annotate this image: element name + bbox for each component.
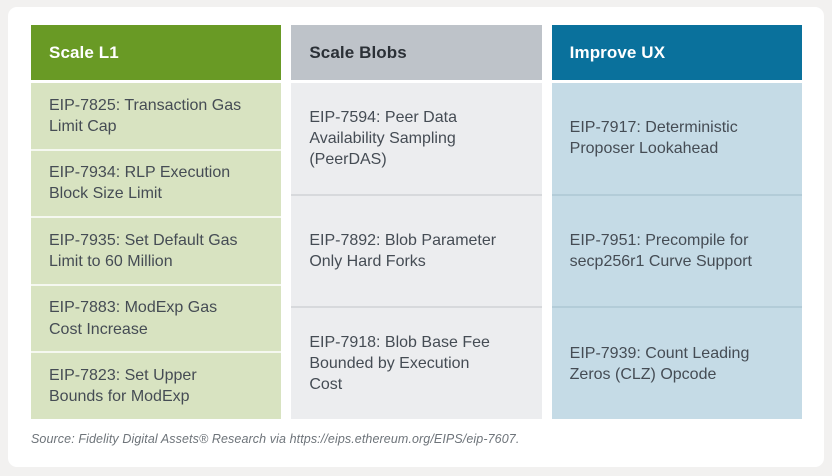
column-header-scale-l1: Scale L1	[31, 25, 282, 80]
table-cell-eip-7594: EIP-7594: Peer Data Availability Samplin…	[291, 83, 542, 196]
column-improve-ux: Improve UX EIP-7917: Deterministic Propo…	[551, 25, 802, 420]
table-cell-eip-7883: EIP-7883: ModExp Gas Cost Increase	[31, 285, 282, 354]
column-body-scale-l1: EIP-7825: Transaction Gas Limit Cap EIP-…	[31, 83, 282, 419]
source-attribution: Source: Fidelity Digital Assets® Researc…	[31, 432, 520, 446]
table-cell-eip-7951: EIP-7951: Precompile for secp256r1 Curve…	[551, 195, 802, 309]
column-scale-l1: Scale L1 EIP-7825: Transaction Gas Limit…	[31, 25, 282, 419]
table-cell-eip-7892: EIP-7892: Blob Parameter Only Hard Forks	[291, 195, 542, 309]
column-body-scale-blobs: EIP-7594: Peer Data Availability Samplin…	[291, 83, 542, 420]
table-cell-eip-7935: EIP-7935: Set Default Gas Limit to 60 Mi…	[31, 218, 282, 286]
eip-category-table: Scale L1 EIP-7825: Transaction Gas Limit…	[31, 25, 802, 420]
table-cell-eip-7825: EIP-7825: Transaction Gas Limit Cap	[31, 83, 282, 151]
figure-card: Scale L1 EIP-7825: Transaction Gas Limit…	[8, 7, 824, 467]
column-header-scale-blobs: Scale Blobs	[291, 25, 542, 80]
column-scale-blobs: Scale Blobs EIP-7594: Peer Data Availabi…	[291, 25, 542, 420]
table-cell-eip-7934: EIP-7934: RLP Execution Block Size Limit	[31, 150, 282, 219]
table-cell-eip-7939: EIP-7939: Count Leading Zeros (CLZ) Opco…	[551, 308, 802, 420]
table-cell-eip-7918: EIP-7918: Blob Base Fee Bounded by Execu…	[291, 308, 542, 420]
table-cell-eip-7823: EIP-7823: Set Upper Bounds for ModExp	[31, 353, 282, 419]
table-cell-eip-7917: EIP-7917: Deterministic Proposer Lookahe…	[551, 83, 802, 196]
column-body-improve-ux: EIP-7917: Deterministic Proposer Lookahe…	[551, 83, 802, 420]
column-header-improve-ux: Improve UX	[551, 25, 802, 80]
